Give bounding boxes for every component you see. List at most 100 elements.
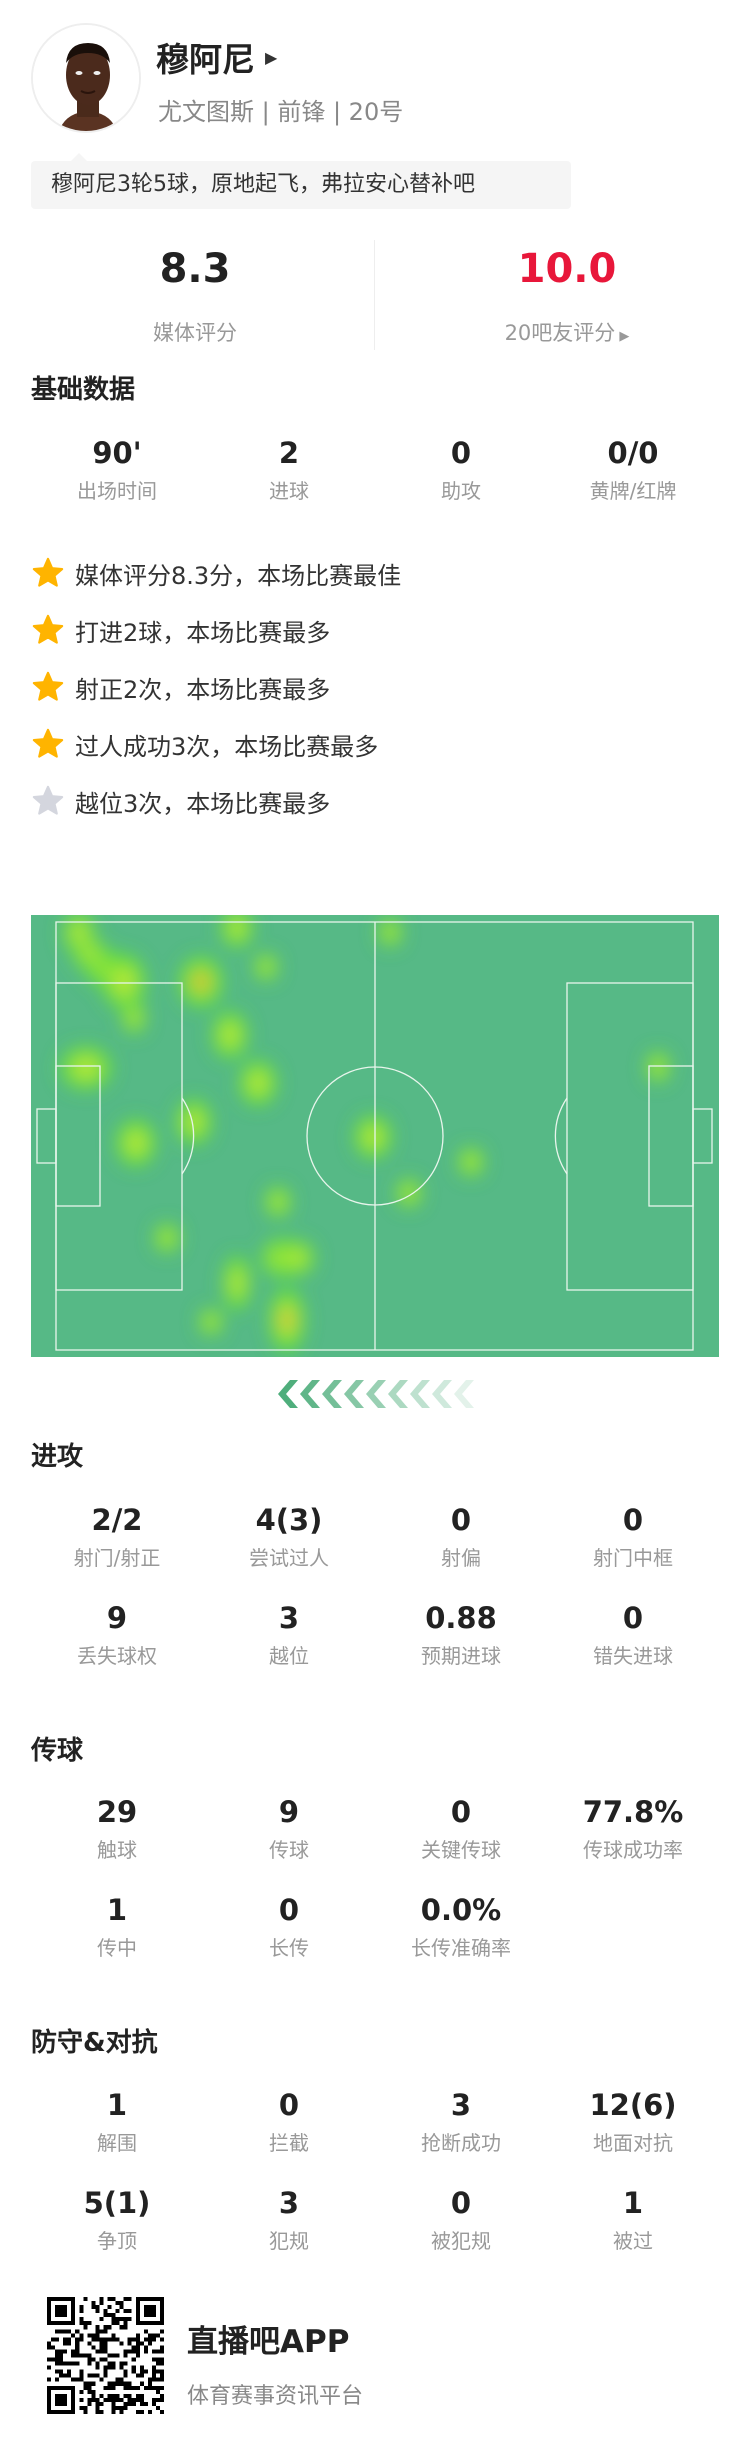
tagline: 穆阿尼3轮5球，原地起飞，弗拉安心替补吧 <box>31 153 571 209</box>
stat-label: 助攻 <box>441 479 481 503</box>
attack-direction-arrows <box>278 1380 474 1408</box>
qr-code[interactable] <box>47 2297 164 2414</box>
media-rating: 8.3 媒体评分 <box>45 245 345 347</box>
stat-value: 3 <box>278 1601 300 1635</box>
star-icon <box>32 671 64 701</box>
stat-label: 黄牌/红牌 <box>589 479 677 503</box>
stat-value: 0 <box>450 436 472 470</box>
stat-label: 射门/射正 <box>73 1546 161 1570</box>
heat-spot <box>258 958 274 976</box>
heat-spot <box>69 919 89 947</box>
section-title-defense: 防守&对抗 <box>31 2028 158 2058</box>
heat-spot <box>110 965 138 999</box>
stat-defense: 12(6) 地面对抗 <box>547 2088 719 2156</box>
stat-label: 争顶 <box>97 2229 137 2253</box>
stat-passing: 9 传球 <box>203 1795 375 1863</box>
stat-label: 尝试过人 <box>249 1546 329 1570</box>
heat-spot <box>227 916 247 940</box>
stat-passing: 29 触球 <box>31 1795 203 1863</box>
stat-value: 29 <box>96 1795 138 1829</box>
stat-defense: 1 被过 <box>547 2186 719 2254</box>
player-name: 穆阿尼 <box>156 40 255 79</box>
heat-spot <box>228 1266 246 1300</box>
heat-spot <box>159 1229 175 1247</box>
chevron-left-icon <box>322 1380 342 1408</box>
highlight-item: 打进2球，本场比赛最多 <box>31 610 330 650</box>
chevron-left-icon <box>278 1380 298 1408</box>
passing-stats: 29 触球 9 传球 0 关键传球 77.8% 传球成功率 1 传中 0 长传 0.0% 长传准确率 <box>31 1795 719 1961</box>
star-icon <box>32 614 64 644</box>
app-name: 直播吧APP <box>187 2324 350 2360</box>
stat-defense: 3 抢断成功 <box>375 2088 547 2156</box>
stat-basic: 0 助攻 <box>375 436 547 504</box>
stat-value: 0 <box>450 1503 472 1537</box>
star-icon <box>32 557 64 587</box>
stat-attack: 4(3) 尝试过人 <box>203 1503 375 1571</box>
stat-value: 1 <box>106 1893 128 1927</box>
app-description: 体育赛事资讯平台 <box>187 2384 364 2409</box>
star-icon <box>32 728 64 758</box>
stat-passing: 77.8% 传球成功率 <box>547 1795 719 1863</box>
caret-right-icon: ▶ <box>265 47 278 67</box>
stat-value: 0 <box>622 1503 644 1537</box>
stat-value: 3 <box>278 2186 300 2220</box>
media-rating-value: 8.3 <box>159 246 231 292</box>
chevron-left-icon <box>432 1380 452 1408</box>
stat-label: 传球成功率 <box>583 1838 683 1862</box>
chevron-left-icon <box>388 1380 408 1408</box>
rating-divider <box>374 240 375 350</box>
highlight-text: 越位3次，本场比赛最多 <box>75 789 331 818</box>
stat-value: 0 <box>278 2088 300 2122</box>
stat-attack: 0.88 预期进球 <box>375 1601 547 1669</box>
heat-spot <box>286 1247 308 1269</box>
stat-value: 0 <box>450 1795 472 1829</box>
stat-label: 进球 <box>269 479 309 503</box>
fan-rating[interactable]: 10.0 20吧友评分 ▶ <box>417 245 717 347</box>
heat-spot <box>270 1192 286 1212</box>
defense-stats: 1 解围 0 拦截 3 抢断成功 12(6) 地面对抗 5(1) 争顶 3 犯规 0 被犯规 1 被过 <box>31 2088 719 2254</box>
stat-value: 2 <box>278 436 300 470</box>
heatmap-pitch <box>31 915 719 1357</box>
section-title-basic: 基础数据 <box>31 375 136 405</box>
chevron-left-icon <box>454 1380 474 1408</box>
stat-label: 长传 <box>269 1936 309 1960</box>
stat-basic: 0/0 黄牌/红牌 <box>547 436 719 504</box>
player-photo <box>33 25 139 131</box>
player-avatar[interactable] <box>31 23 141 133</box>
stat-value: 3 <box>450 2088 472 2122</box>
stat-attack: 0 射偏 <box>375 1503 547 1571</box>
chevron-left-icon <box>410 1380 430 1408</box>
stat-label: 被犯规 <box>431 2229 491 2253</box>
stat-value: 1 <box>622 2186 644 2220</box>
stat-label: 抢断成功 <box>421 2131 501 2155</box>
heat-spot <box>382 923 398 941</box>
chevron-left-icon <box>344 1380 364 1408</box>
fan-rating-label-row[interactable]: 20吧友评分 ▶ <box>417 317 717 347</box>
stat-label: 越位 <box>269 1644 309 1668</box>
fan-rating-label: 20吧友评分 <box>504 321 616 345</box>
heat-spot <box>70 1054 102 1082</box>
stat-defense: 0 被犯规 <box>375 2186 547 2254</box>
stat-value: 0 <box>622 1601 644 1635</box>
stat-value: 9 <box>106 1601 128 1635</box>
stat-passing: 1 传中 <box>31 1893 203 1961</box>
stat-value: 90' <box>92 436 142 470</box>
highlight-item: 媒体评分8.3分，本场比赛最佳 <box>31 553 401 593</box>
fan-rating-value: 10.0 <box>517 246 617 292</box>
stat-label: 预期进球 <box>421 1644 501 1668</box>
player-name-link[interactable]: 穆阿尼 ▶ <box>156 33 277 81</box>
stat-value: 4(3) <box>255 1503 323 1537</box>
stat-label: 关键传球 <box>421 1838 501 1862</box>
highlight-item: 过人成功3次，本场比赛最多 <box>31 724 378 764</box>
highlight-item: 越位3次，本场比赛最多 <box>31 781 330 821</box>
stat-passing: 0 长传 <box>203 1893 375 1961</box>
highlight-text: 射正2次，本场比赛最多 <box>75 675 331 704</box>
chevron-left-icon <box>366 1380 386 1408</box>
stat-basic: 90' 出场时间 <box>31 436 203 504</box>
stat-value: 0.88 <box>425 1601 497 1635</box>
stat-value: 2/2 <box>91 1503 143 1537</box>
stat-value: 9 <box>278 1795 300 1829</box>
stat-label: 射偏 <box>441 1546 481 1570</box>
stat-label: 射门中框 <box>593 1546 673 1570</box>
stat-value: 1 <box>106 2088 128 2122</box>
